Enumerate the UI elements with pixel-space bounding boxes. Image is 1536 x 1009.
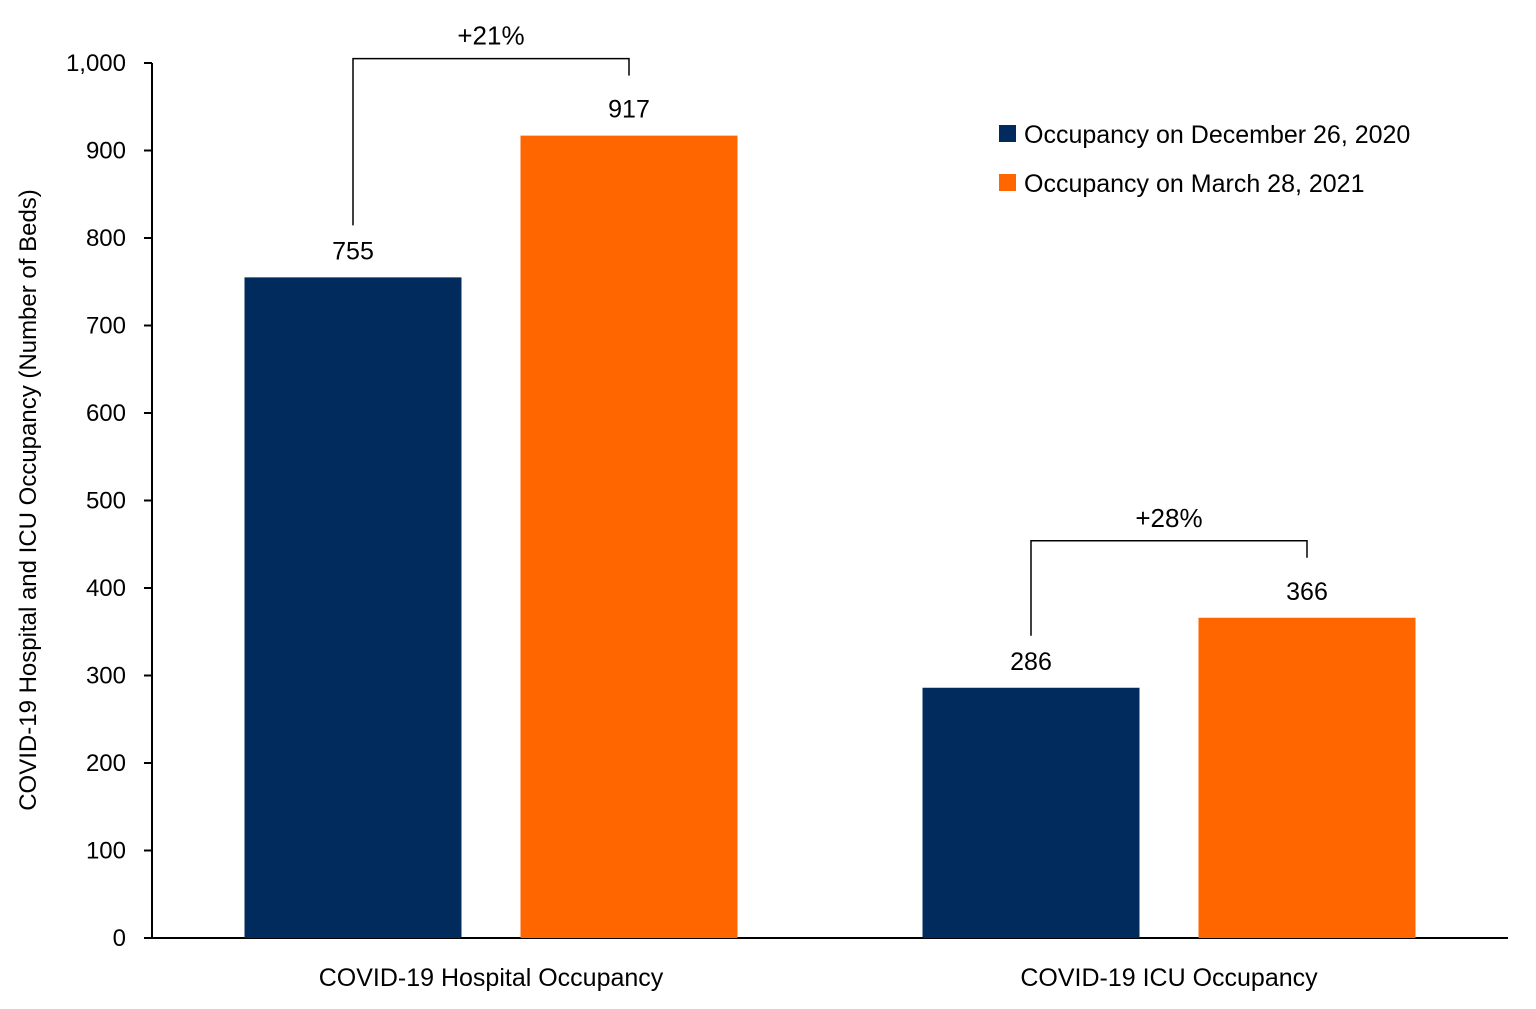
legend-swatch bbox=[999, 125, 1016, 142]
data-label: 286 bbox=[1010, 648, 1052, 676]
y-tick-label: 300 bbox=[86, 663, 126, 690]
y-tick-label: 200 bbox=[86, 750, 126, 777]
y-tick-label: 100 bbox=[86, 838, 126, 865]
y-tick-label: 800 bbox=[86, 225, 126, 252]
bar bbox=[922, 687, 1140, 938]
y-axis-title: COVID-19 Hospital and ICU Occupancy (Num… bbox=[15, 189, 42, 811]
change-label: +21% bbox=[457, 21, 524, 51]
annotations: +21% +28% bbox=[352, 21, 1308, 636]
data-label: 917 bbox=[608, 96, 650, 124]
bar bbox=[520, 135, 738, 938]
bar bbox=[244, 277, 462, 938]
y-tick-label: 900 bbox=[86, 138, 126, 165]
legend-label: Occupancy on December 26, 2020 bbox=[1024, 121, 1410, 149]
y-tick-label: 600 bbox=[86, 400, 126, 427]
change-label: +28% bbox=[1135, 503, 1202, 533]
bars bbox=[244, 135, 1416, 938]
data-labels: 755 917 286 366 bbox=[332, 96, 1328, 676]
legend-swatch bbox=[999, 174, 1016, 191]
bar bbox=[1198, 617, 1416, 938]
y-axis: 0 100 200 300 400 500 600 700 800 900 1,000 bbox=[66, 50, 153, 952]
y-tick-label: 700 bbox=[86, 313, 126, 340]
y-tick-label: 1,000 bbox=[66, 50, 126, 77]
data-label: 366 bbox=[1286, 578, 1328, 606]
y-tick-label: 400 bbox=[86, 575, 126, 602]
change-bracket bbox=[352, 57, 630, 226]
x-tick-label: COVID-19 ICU Occupancy bbox=[1020, 964, 1318, 992]
legend-label: Occupancy on March 28, 2021 bbox=[1024, 170, 1364, 198]
x-axis: COVID-19 Hospital Occupancy COVID-19 ICU … bbox=[152, 937, 1508, 992]
data-label: 755 bbox=[332, 237, 374, 265]
legend: Occupancy on December 26, 2020 Occupancy … bbox=[999, 121, 1410, 198]
x-tick-label: COVID-19 Hospital Occupancy bbox=[319, 964, 664, 992]
y-tick-label: 0 bbox=[113, 925, 126, 952]
change-bracket bbox=[1030, 540, 1308, 636]
y-tick-label: 500 bbox=[86, 488, 126, 515]
